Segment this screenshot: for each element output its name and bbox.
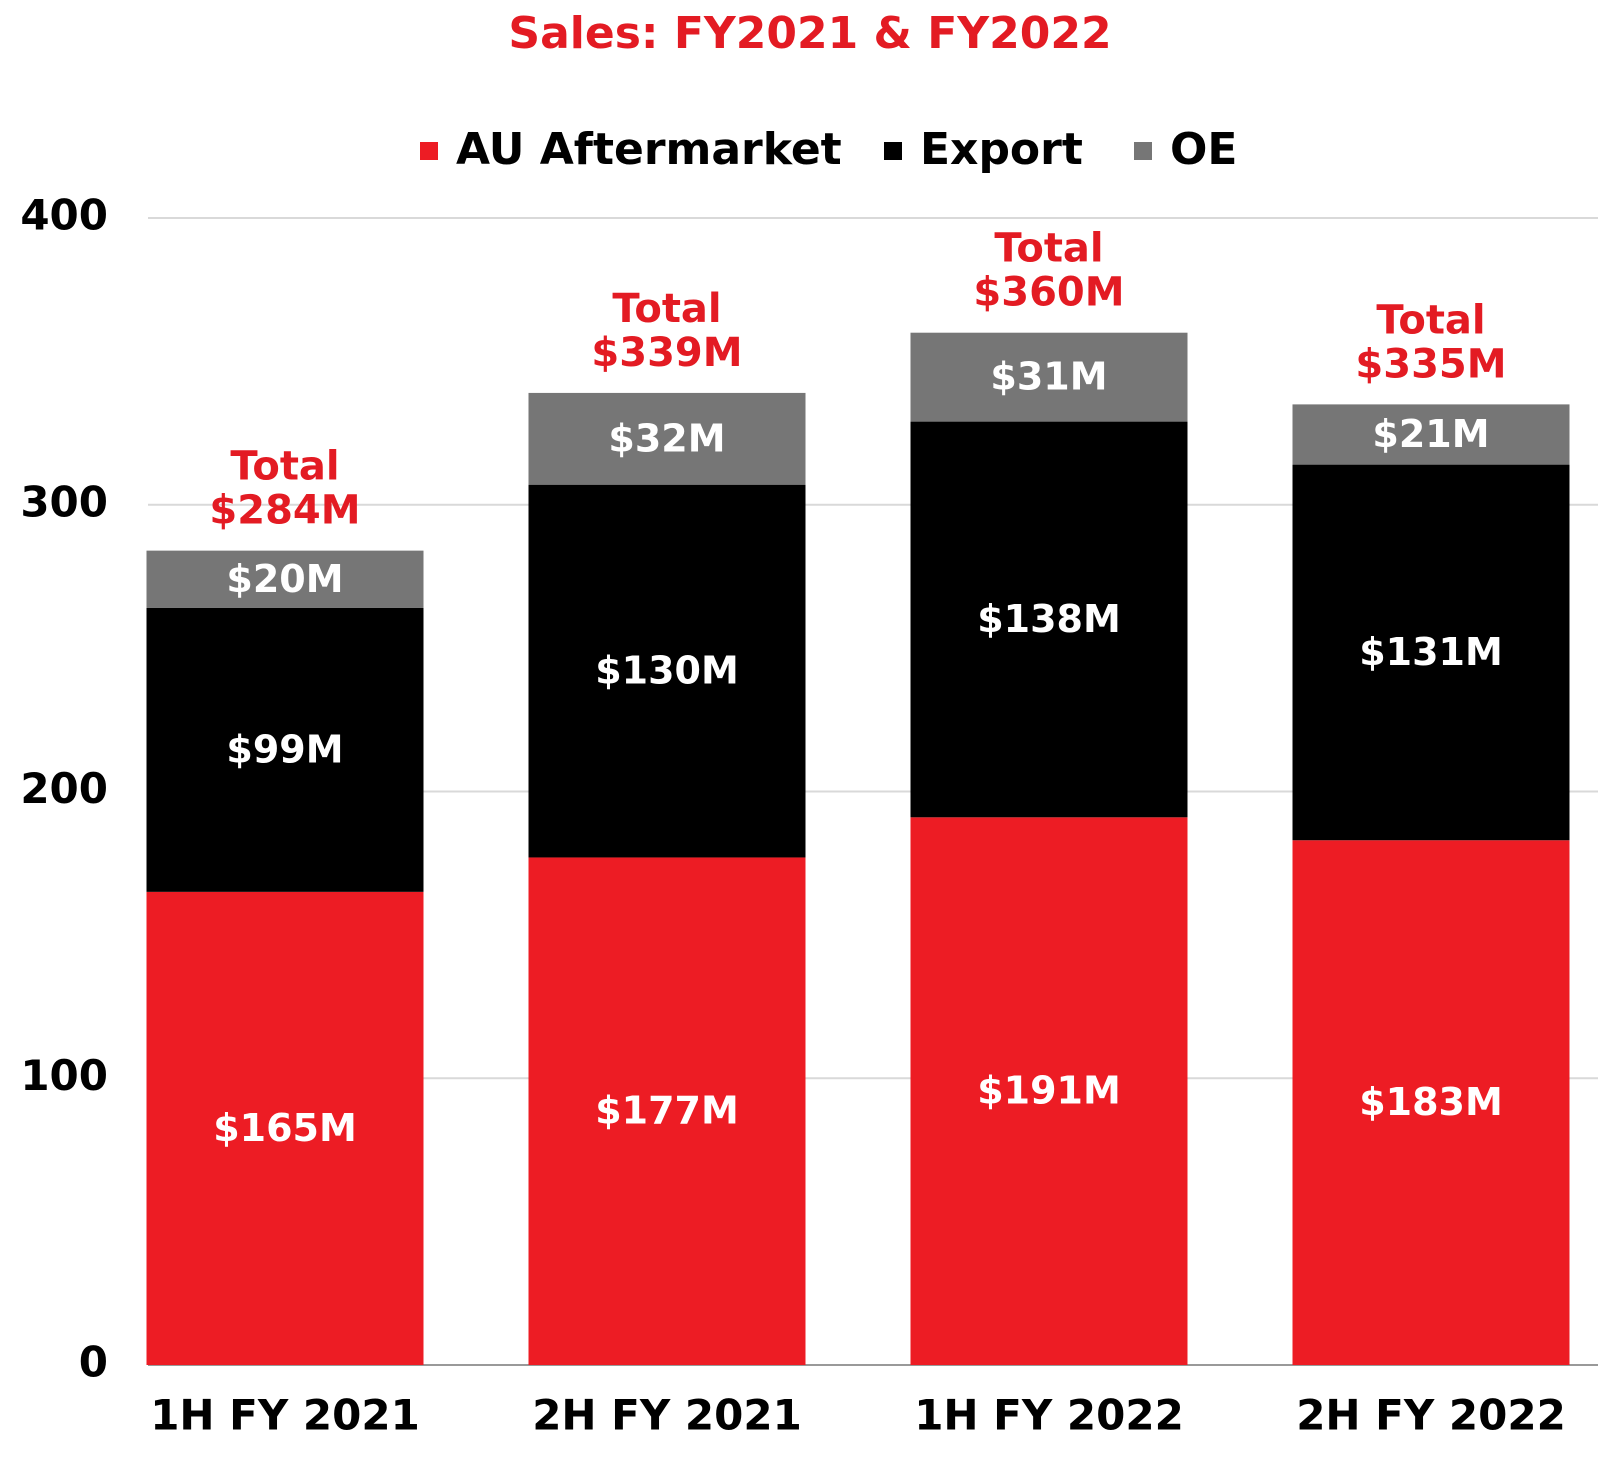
legend-label: OE [1170, 124, 1237, 175]
y-tick-label: 200 [20, 764, 108, 813]
legend-label: Export [920, 124, 1083, 175]
data-label: $130M [595, 649, 739, 693]
data-label: $191M [977, 1069, 1121, 1113]
bar-segment [910, 817, 1188, 1365]
total-value-label: $284M [209, 488, 360, 534]
data-label: $183M [1359, 1080, 1503, 1124]
data-label: $177M [595, 1089, 739, 1133]
x-tick-label: 1H FY 2022 [914, 1391, 1184, 1440]
bar-segment [528, 484, 806, 858]
bar-segment [146, 607, 424, 892]
total-label: Total [230, 444, 339, 490]
bar-segment [1292, 840, 1570, 1365]
total-label: Total [1376, 297, 1485, 343]
y-tick-label: 0 [79, 1338, 108, 1387]
bar-segment [528, 857, 806, 1365]
data-label: $165M [213, 1106, 357, 1150]
bar-segment [146, 550, 424, 608]
bar-segment [146, 891, 424, 1365]
total-value-label: $360M [973, 270, 1124, 316]
data-label: $32M [608, 416, 725, 460]
data-label: $138M [977, 597, 1121, 641]
data-label: $131M [1359, 630, 1503, 674]
legend-label: AU Aftermarket [456, 124, 842, 175]
x-tick-label: 2H FY 2022 [1296, 1391, 1566, 1440]
total-label: Total [612, 286, 721, 332]
y-tick-label: 100 [20, 1051, 108, 1100]
legend-swatch [420, 142, 438, 160]
y-tick-label: 400 [20, 191, 108, 240]
bar-segment [1292, 464, 1570, 841]
bar-segment [1292, 404, 1570, 465]
legend-swatch [1134, 142, 1152, 160]
x-tick-label: 1H FY 2021 [150, 1391, 420, 1440]
chart-title: Sales: FY2021 & FY2022 [508, 8, 1111, 59]
legend-swatch [884, 142, 902, 160]
data-label: $31M [990, 355, 1107, 399]
x-tick-label: 2H FY 2021 [532, 1391, 802, 1440]
total-label: Total [994, 226, 1103, 272]
bar-segment [910, 332, 1188, 422]
bar-segment [910, 421, 1188, 818]
total-value-label: $335M [1355, 341, 1506, 387]
bar-segment [528, 392, 806, 485]
data-label: $20M [226, 557, 343, 601]
data-label: $99M [226, 727, 343, 771]
data-label: $21M [1372, 412, 1489, 456]
total-value-label: $339M [591, 330, 742, 376]
y-tick-label: 300 [20, 477, 108, 526]
